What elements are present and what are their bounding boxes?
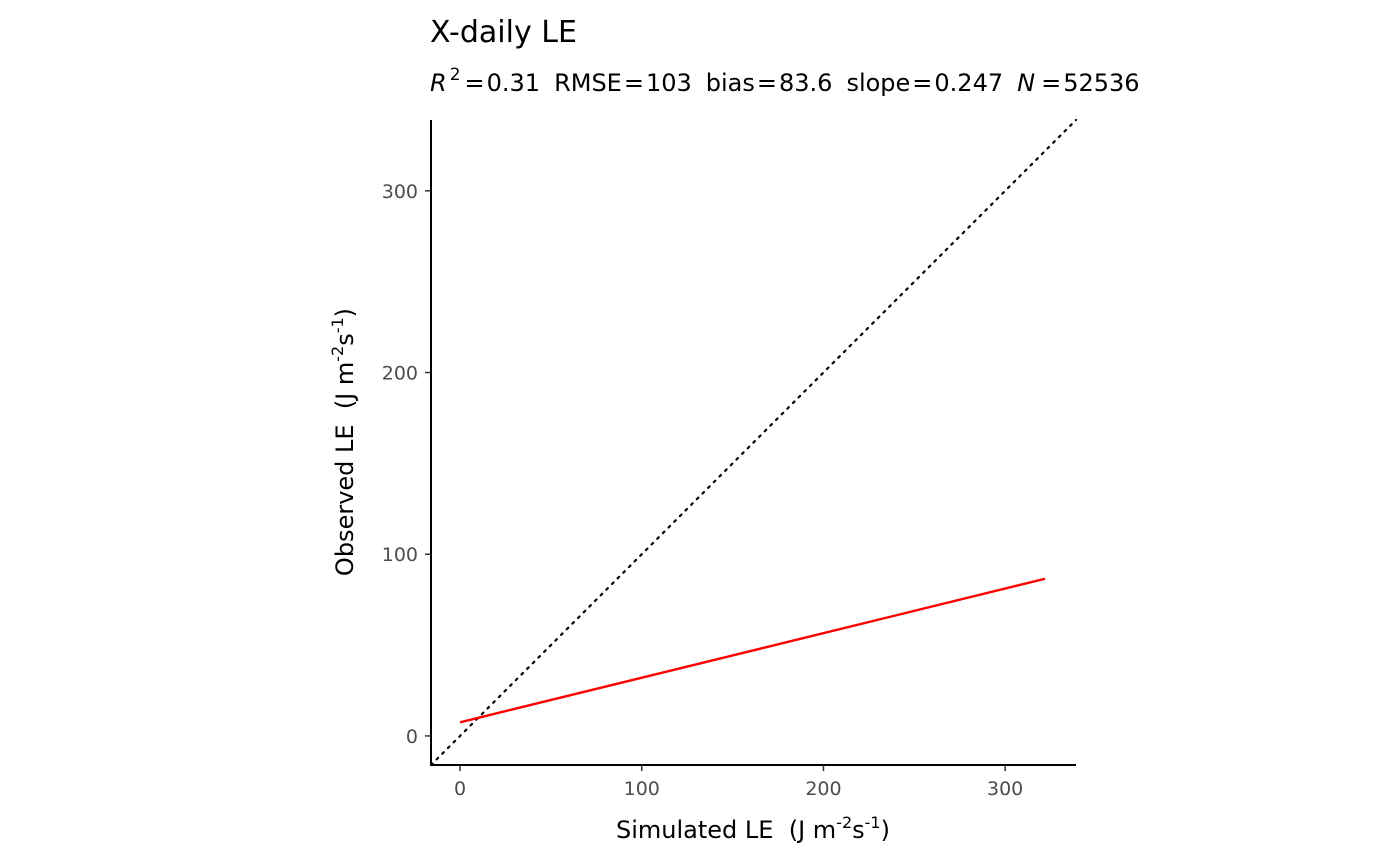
chart-subtitle: R 2 =0.31 RMSE=103 bias=83.6 slope=0.247 N =525… <box>430 65 1140 97</box>
series-layer <box>429 118 1078 767</box>
y-axis-title: Observed LE (J m-2s-1) <box>328 308 359 576</box>
x-axis-title: Simulated LE (J m-2s-1) <box>616 813 890 844</box>
identity-line <box>429 118 1078 767</box>
plot-panel: 0 100 200 300 0 100 200 300 <box>382 118 1078 800</box>
y-axis-ticks: 0 100 200 300 <box>382 181 431 748</box>
x-tick-label: 100 <box>624 778 660 800</box>
x-axis-ticks: 0 100 200 300 <box>454 765 1023 800</box>
x-tick-label: 0 <box>454 778 466 800</box>
y-tick-label: 200 <box>382 363 418 385</box>
regression-line <box>459 577 1046 724</box>
x-tick-label: 300 <box>987 778 1023 800</box>
chart-title: X-daily LE <box>430 15 577 50</box>
x-tick-label: 200 <box>805 778 841 800</box>
y-tick-label: 100 <box>382 544 418 566</box>
y-tick-label: 0 <box>406 726 418 748</box>
y-tick-label: 300 <box>382 181 418 203</box>
